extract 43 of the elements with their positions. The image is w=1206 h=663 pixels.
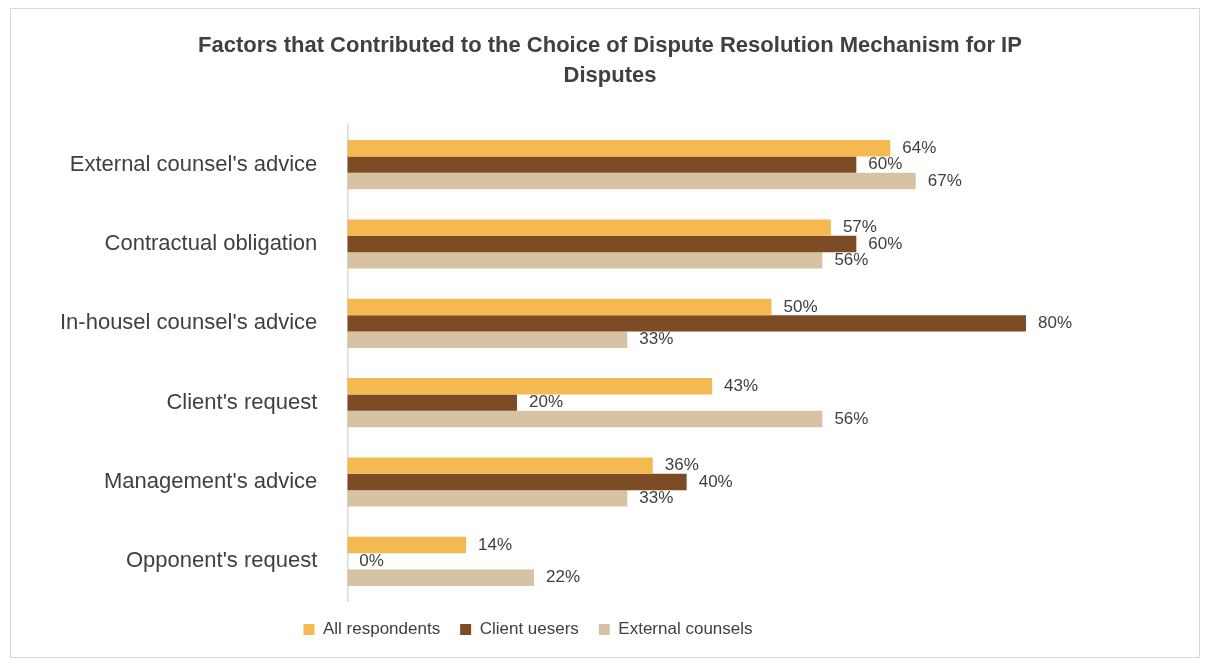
y-tick-label: Client's request — [166, 388, 318, 414]
bar — [347, 473, 687, 491]
bar — [347, 536, 467, 554]
bar — [347, 219, 831, 236]
bar — [347, 490, 628, 507]
data-label: 56% — [834, 250, 869, 270]
data-label: 0% — [359, 551, 384, 571]
data-label: 22% — [545, 567, 581, 587]
data-label: 43% — [724, 375, 759, 395]
data-label: 64% — [902, 137, 937, 157]
bar — [347, 235, 857, 253]
y-tick-label: Management's advice — [104, 468, 318, 494]
bar — [347, 457, 653, 474]
data-label: 14% — [478, 534, 513, 554]
legend-label: All respondents — [322, 619, 441, 639]
data-label: 40% — [698, 471, 733, 491]
data-label: 33% — [639, 329, 674, 349]
bar — [347, 410, 823, 428]
data-label: 20% — [529, 392, 564, 412]
y-tick-label: In-housel counsel's advice — [59, 309, 318, 335]
chart-title: Factors that Contributed to the Choice of Dispute Resolution Mechanism for IP Disputes — [197, 31, 1023, 89]
data-label: 67% — [927, 170, 962, 190]
legend-label: Client uesers — [479, 619, 579, 639]
legend-label: External counsels — [618, 619, 753, 639]
bar — [347, 394, 518, 411]
bar — [347, 331, 628, 348]
data-label: 50% — [783, 296, 818, 316]
bar — [347, 569, 534, 586]
bar — [347, 298, 772, 316]
bar — [347, 140, 891, 157]
data-label: 36% — [664, 455, 699, 475]
data-label: 80% — [1038, 313, 1073, 333]
y-tick-label: External counsel's advice — [69, 150, 318, 176]
data-label: 56% — [834, 408, 869, 428]
y-tick-label: Opponent's request — [126, 547, 318, 573]
y-tick-label: Contractual obligation — [104, 230, 318, 256]
bar — [347, 315, 1026, 332]
data-label: 60% — [868, 154, 903, 174]
bar — [347, 156, 857, 173]
data-label: 33% — [639, 488, 674, 508]
bar — [347, 172, 916, 190]
bar — [347, 378, 713, 395]
bar — [347, 252, 823, 269]
